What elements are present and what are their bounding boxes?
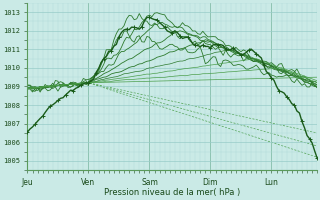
- X-axis label: Pression niveau de la mer( hPa ): Pression niveau de la mer( hPa ): [104, 188, 240, 197]
